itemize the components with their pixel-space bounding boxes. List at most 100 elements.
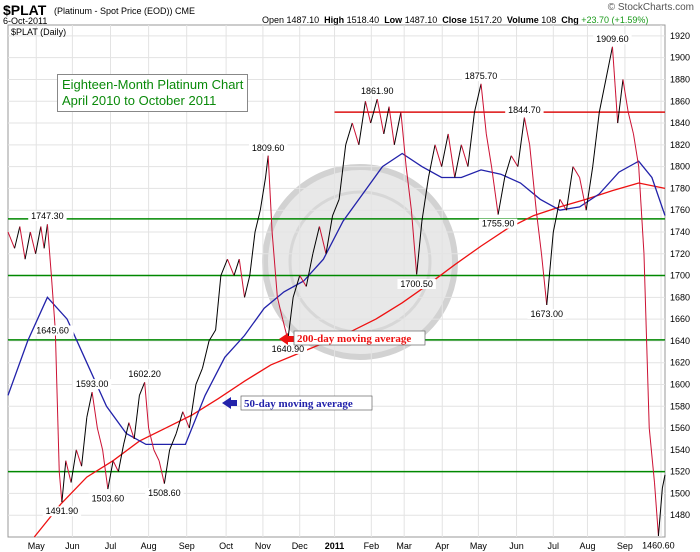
annotation-bg [88,493,128,504]
low-value: 1487.10 [404,15,438,25]
price-segment [81,417,88,467]
open-label: Open [262,15,285,25]
price-segment [182,411,190,429]
price-segment [460,144,469,167]
price-segment [605,46,613,80]
price-segment [312,226,320,254]
price-segment [54,330,60,472]
price-segment [169,433,177,451]
price-segment [86,392,93,418]
price-segment [559,199,567,211]
price-segment [102,449,109,490]
annotation-bg [248,143,288,154]
price-segment [128,422,135,440]
price-segment [201,340,210,369]
price-segment [117,444,125,472]
volume-label: Volume [506,15,539,25]
x-tick-label: Jul [548,541,560,551]
y-tick-label: 1820 [670,140,690,150]
ohlc-bar: Open 1487.10 High 1518.40 Low 1487.10 Cl… [262,15,648,25]
x-tick-label: May [28,541,46,551]
price-segment [523,117,531,145]
price-segment [473,83,482,113]
chart-title-line2: April 2010 to October 2011 [62,93,217,108]
annotation-bg [505,104,544,115]
x-tick-label: May [470,541,488,551]
price-annotation: 1755.90 [482,219,515,229]
annotation-bg [28,211,67,222]
price-segment [661,474,666,489]
price-segment [388,106,395,145]
price-segment [393,112,402,145]
price-segment [91,392,98,429]
x-tick-label: Jun [509,541,524,551]
watermark: © StockCharts.com [607,2,694,13]
price-segment [454,144,462,178]
price-annotation: 1640.90 [272,344,305,354]
annotation-bg [42,506,82,517]
y-tick-label: 1880 [670,74,690,84]
annotation-bg [461,71,501,82]
legend-label: $PLAT (Daily) [11,27,66,37]
annotation-bg [35,325,74,336]
price-segment [441,133,449,167]
price-segment [427,144,436,178]
price-annotation: 1861.90 [361,86,394,96]
price-segment [332,199,340,216]
price-segment [43,224,48,249]
price-segment [598,79,607,113]
price-segment [370,98,378,124]
annotation-bg [125,369,164,380]
price-segment [188,384,197,429]
price-segment [358,101,366,145]
price-segment [497,177,506,215]
price-segment [65,460,72,483]
y-tick-label: 1760 [670,205,690,215]
price-segment [276,297,284,320]
price-segment [572,166,581,178]
x-tick-label: Feb [364,541,380,551]
price-annotation: 1909.60 [596,34,629,44]
price-segment [238,259,246,298]
price-annotation: 1673.00 [530,309,563,319]
open-value: 1487.10 [286,15,320,25]
price-segment [153,449,160,461]
ma200-label: 200-day moving average [297,333,411,345]
x-tick-label: Sep [179,541,195,551]
price-annotation: 1844.70 [508,105,541,115]
price-segment [138,382,146,396]
price-segment [208,329,217,342]
price-segment [405,166,412,211]
y-tick-label: 1600 [670,379,690,389]
price-segment [540,253,548,306]
y-tick-label: 1800 [670,162,690,172]
chg-label: Chg [561,15,579,25]
y-tick-label: 1560 [670,423,690,433]
x-tick-label: Aug [141,541,157,551]
price-segment [299,275,307,287]
x-tick-label: Sep [617,541,633,551]
y-tick-label: 1860 [670,96,690,106]
price-annotation: 1747.30 [31,211,64,221]
high-label: High [324,15,345,25]
price-segment [305,253,314,287]
price-segment [383,106,390,135]
price-annotation: 1700.50 [400,279,433,289]
price-segment [467,112,475,167]
y-tick-label: 1580 [670,401,690,411]
price-segment [133,395,140,440]
annotation-bg [358,86,397,97]
date: 6-Oct-2011 [3,16,48,26]
x-tick-label: Dec [292,541,309,551]
price-segment [254,210,261,233]
price-segment [195,367,203,385]
price-segment [35,226,42,254]
price-segment [632,133,640,167]
x-tick-label: Mar [396,541,412,551]
price-segment [175,411,184,434]
price-segment [504,155,512,178]
price-segment [163,449,171,484]
price-segment [107,460,114,490]
price-segment [29,231,37,254]
x-tick-label: Jul [105,541,117,551]
